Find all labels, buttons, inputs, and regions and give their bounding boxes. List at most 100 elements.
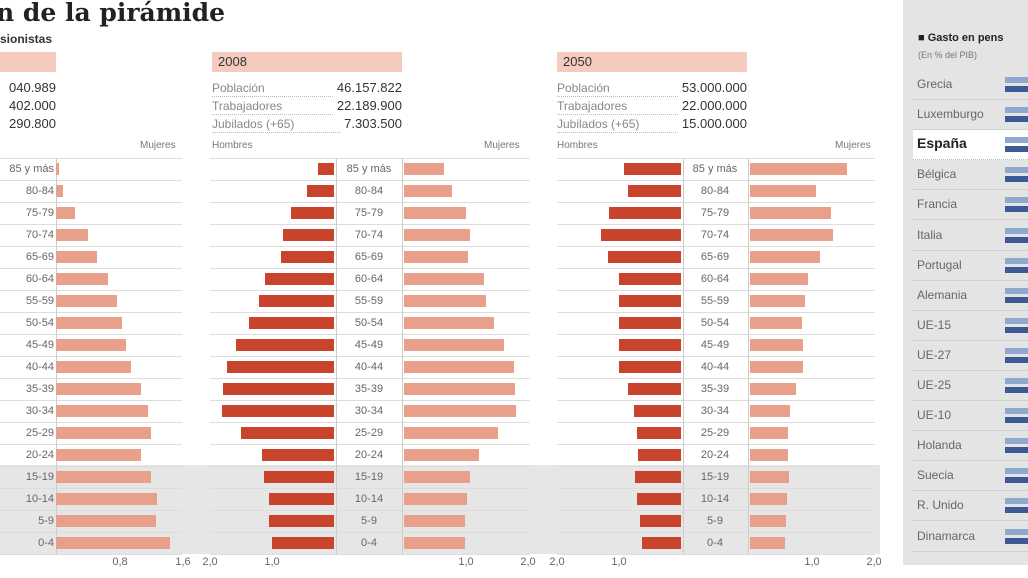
age-label: 35-39 (25, 383, 54, 395)
age-label: 10-14 (700, 493, 730, 505)
bar-women (750, 273, 809, 285)
row-divider (0, 466, 182, 467)
age-label: 30-34 (354, 405, 384, 417)
age-label: 65-69 (25, 251, 54, 263)
pension-bar-dark (1005, 417, 1028, 424)
bar-women (404, 361, 514, 373)
left-stat: 402.000 (9, 98, 56, 113)
pension-bar-dark (1005, 116, 1028, 123)
bar-women (404, 163, 445, 175)
bar-men (258, 295, 334, 307)
country-name: España (917, 135, 967, 152)
row-divider (557, 268, 875, 269)
axis-line (336, 158, 337, 554)
row-divider (210, 202, 530, 203)
subtitle: sionistas (0, 32, 53, 46)
pension-bar-dark (1005, 266, 1028, 273)
row-divider (210, 180, 530, 181)
bar-men (306, 185, 334, 197)
bar-men (628, 185, 681, 197)
bar-women (404, 405, 517, 417)
row-divider (557, 356, 875, 357)
pension-bar-light (1005, 498, 1028, 505)
stat-row: Población 46.157.822 (212, 79, 402, 97)
age-label: 65-69 (354, 251, 384, 263)
bar-women (750, 339, 803, 351)
pension-bar-dark (1005, 356, 1028, 363)
row-divider (0, 488, 182, 489)
country-name: UE-27 (917, 347, 952, 362)
country-name: Grecia (917, 77, 953, 91)
row-divider (0, 246, 182, 247)
age-label: 85 y más (346, 163, 392, 175)
row-divider (210, 554, 530, 555)
bar-men (601, 229, 681, 241)
bar-men (619, 317, 681, 329)
pension-bar-dark (1005, 507, 1028, 514)
row-divider (0, 268, 182, 269)
bar-men (633, 405, 681, 417)
age-label: 75-79 (354, 207, 384, 219)
bar-women (404, 185, 452, 197)
age-label: 50-54 (700, 317, 730, 329)
pension-bar-dark (1005, 146, 1028, 153)
x-tick: 0,8 (112, 556, 128, 568)
bar-men (291, 207, 334, 219)
stat-row: Población 53.000.000 (557, 79, 747, 97)
bar-women (750, 449, 788, 461)
pension-bar-dark (1005, 387, 1028, 393)
age-label: 80-84 (25, 185, 54, 197)
bar-men (263, 471, 334, 483)
bar-men (249, 317, 334, 329)
country-row: Holanda (913, 431, 1028, 462)
x-tick: 1,0 (264, 556, 280, 568)
stat-row: Jubilados (+65) 7.303.500 (212, 115, 402, 133)
row-divider (210, 158, 530, 159)
stat-row: Trabajadores 22.189.900 (212, 97, 402, 115)
row-divider (557, 224, 875, 225)
country-name: Alemania (917, 287, 968, 302)
age-label: 55-59 (700, 295, 730, 307)
age-label: 60-64 (354, 273, 384, 285)
bar-men (283, 229, 334, 241)
pension-bar-dark (1005, 447, 1028, 454)
bar-women (56, 163, 60, 175)
country-name: Francia (917, 197, 958, 212)
x-tick: 1,0 (804, 556, 820, 568)
row-divider (210, 356, 530, 357)
bar-men (262, 449, 334, 461)
pension-bar-light (1005, 528, 1028, 535)
row-divider (0, 422, 182, 423)
row-divider (0, 202, 182, 203)
country-row: UE-15 (913, 311, 1028, 341)
age-label: 15-19 (700, 471, 730, 483)
country-row: Luxemburgo (913, 100, 1028, 131)
country-name: UE-15 (917, 317, 952, 332)
age-label: 30-34 (700, 405, 730, 417)
row-divider (0, 312, 182, 313)
bar-women (750, 317, 803, 329)
bar-men (272, 537, 334, 549)
page-title: n de la pirámide (0, 0, 226, 27)
country-row: UE-10 (913, 401, 1028, 432)
bar-men (226, 361, 334, 373)
country-row: España (913, 130, 1028, 161)
age-label: 40-44 (700, 361, 730, 373)
row-divider (0, 510, 182, 511)
age-label: 60-64 (700, 273, 730, 285)
bar-men (607, 251, 681, 263)
pension-bar-dark (1005, 86, 1028, 92)
pension-bar-light (1005, 197, 1028, 204)
age-label: 45-49 (25, 339, 54, 351)
country-name: Portugal (917, 257, 962, 272)
year-header-2050: 2050 (557, 52, 747, 72)
row-divider (557, 554, 875, 555)
bar-women (56, 471, 152, 483)
country-name: R. Unido (917, 498, 964, 513)
age-label: 45-49 (700, 339, 730, 351)
country-name: Italia (917, 227, 943, 242)
bar-men (619, 339, 681, 351)
stat-label: Trabajadores (557, 97, 678, 115)
country-row: Dinamarca (913, 522, 1028, 552)
row-divider (210, 246, 530, 247)
